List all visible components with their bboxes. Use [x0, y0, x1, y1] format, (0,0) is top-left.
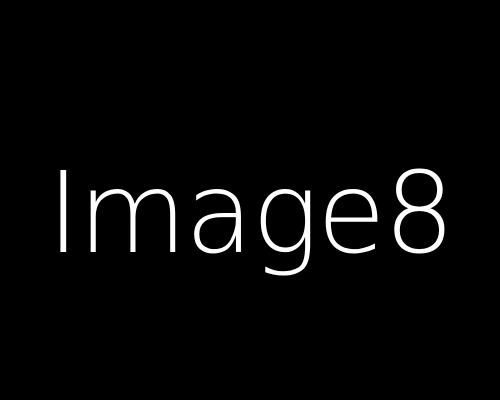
placeholder-label: Image8	[46, 149, 455, 279]
